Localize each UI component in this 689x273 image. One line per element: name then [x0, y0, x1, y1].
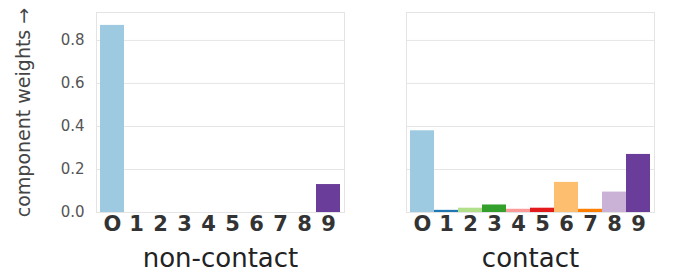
svg-text:8: 8 — [297, 212, 312, 236]
svg-text:1: 1 — [129, 212, 144, 236]
svg-text:0.2: 0.2 — [61, 160, 85, 178]
svg-text:9: 9 — [631, 212, 646, 236]
svg-text:component weights →: component weights → — [12, 8, 34, 217]
svg-text:1: 1 — [439, 212, 454, 236]
svg-text:0.4: 0.4 — [61, 117, 85, 135]
svg-text:contact: contact — [482, 243, 579, 273]
svg-text:O: O — [104, 212, 122, 236]
svg-text:2: 2 — [463, 212, 478, 236]
svg-text:5: 5 — [535, 212, 550, 236]
svg-text:8: 8 — [607, 212, 622, 236]
svg-text:9: 9 — [321, 212, 336, 236]
svg-text:7: 7 — [273, 212, 288, 236]
svg-text:0.8: 0.8 — [61, 31, 85, 49]
svg-text:6: 6 — [249, 212, 264, 236]
svg-text:0.6: 0.6 — [61, 74, 85, 92]
svg-text:7: 7 — [583, 212, 598, 236]
svg-text:4: 4 — [201, 212, 216, 236]
svg-text:5: 5 — [225, 212, 240, 236]
svg-text:4: 4 — [511, 212, 526, 236]
svg-text:3: 3 — [487, 212, 502, 236]
svg-text:6: 6 — [559, 212, 574, 236]
svg-text:2: 2 — [153, 212, 168, 236]
svg-text:0.0: 0.0 — [61, 203, 85, 221]
svg-text:O: O — [414, 212, 432, 236]
svg-text:3: 3 — [177, 212, 192, 236]
svg-text:non-contact: non-contact — [143, 243, 299, 273]
